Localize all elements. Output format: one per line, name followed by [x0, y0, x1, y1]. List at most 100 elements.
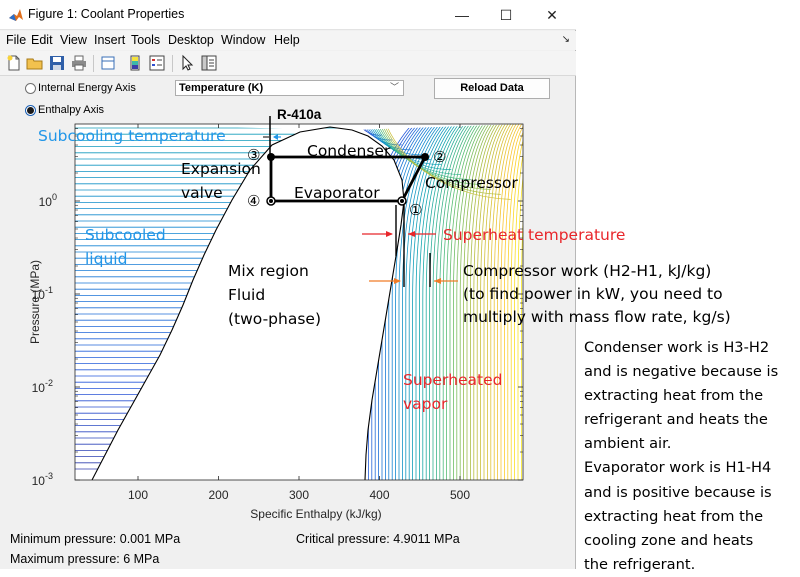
expansion-valve-label: valve: [181, 184, 223, 202]
side-note-line: Condenser work is H3-H2: [584, 339, 770, 356]
point-4-label: ④: [247, 192, 260, 210]
minimize-button[interactable]: —: [455, 7, 469, 23]
menu-tools[interactable]: Tools: [131, 33, 161, 47]
side-note-line: and is negative because is: [584, 363, 779, 381]
isotherm-line: [456, 124, 523, 480]
menu-bar: File Edit View Insert Tools Desktop Wind…: [0, 31, 576, 50]
property-inspector-icon[interactable]: [200, 54, 218, 72]
isotherm-line: [446, 124, 517, 480]
isotherm-line: [490, 124, 523, 480]
internal-energy-radio[interactable]: [25, 83, 36, 94]
isotherm-line: [412, 124, 491, 480]
isotherm-line: [463, 124, 523, 480]
new-figure-icon[interactable]: [5, 54, 23, 72]
subcooled-liquid-label: liquid: [85, 250, 127, 268]
maximize-button[interactable]: ☐: [499, 7, 513, 23]
internal-energy-label: Internal Energy Axis: [38, 82, 136, 94]
y-tick-label: 10-2: [32, 378, 53, 395]
plot-title: R-410a: [277, 107, 322, 122]
side-note-line: and is positive because is: [584, 483, 772, 501]
point-3-label: ③: [247, 146, 260, 164]
isotherm-line: [483, 124, 523, 480]
x-tick-label: 200: [208, 488, 228, 502]
isotherm-line: [510, 124, 523, 480]
superheated-vapor-label: Superheated: [403, 371, 502, 389]
x-axis: 100 200 300 400 500: [128, 124, 470, 502]
open-file-icon[interactable]: [26, 54, 44, 72]
side-note-line: extracting heat from the: [584, 387, 764, 405]
menu-file[interactable]: File: [6, 33, 27, 47]
isotherm-line: [415, 124, 493, 480]
colorbar-icon[interactable]: [126, 54, 144, 72]
print-preview-icon[interactable]: [99, 54, 117, 72]
mix-region-label: Mix region: [228, 262, 309, 280]
isotherm-line: [459, 124, 523, 480]
close-button[interactable]: ✕: [546, 7, 558, 23]
evaporator-label: Evaporator: [294, 184, 380, 202]
menu-help[interactable]: Help: [274, 33, 300, 47]
isotherm-line: [500, 124, 523, 480]
isotherm-line: [432, 124, 507, 480]
compressor-work-label: Compressor work (H2-H1, kJ/kg): [463, 262, 711, 280]
x-tick-label: 500: [450, 488, 470, 502]
window-title: Figure 1: Coolant Properties: [28, 7, 185, 21]
superheat-arrowhead: [386, 231, 393, 237]
enthalpy-radio[interactable]: [25, 105, 36, 116]
toolbar-separator: [93, 55, 94, 72]
x-tick-label: 400: [369, 488, 389, 502]
side-explanation: Condenser work is H3-H2 and is negative …: [584, 336, 798, 577]
isotherm-line: [385, 124, 511, 200]
matlab-icon: [9, 9, 23, 21]
menu-view[interactable]: View: [60, 33, 87, 47]
property-dropdown[interactable]: Temperature (K) ﹀: [175, 80, 404, 96]
isotherm-line: [514, 124, 523, 480]
condenser-label: Condenser: [307, 142, 391, 160]
property-dropdown-value: Temperature (K): [179, 82, 264, 94]
isotherm-line: [470, 124, 523, 480]
compressor-work-arrowhead: [394, 278, 401, 284]
superheated-vapor-label: vapor: [403, 395, 448, 413]
enthalpy-label: Enthalpy Axis: [38, 104, 105, 116]
pointer-icon[interactable]: [178, 54, 196, 72]
max-pressure-text: Maximum pressure: 6 MPa: [10, 552, 160, 566]
isotherm-line: [453, 124, 523, 480]
isotherm-line: [507, 124, 523, 480]
side-note-line: refrigerant and heats the: [584, 411, 768, 429]
critical-pressure-text: Critical pressure: 4.9011 MPa: [296, 532, 460, 546]
legend-icon[interactable]: [148, 54, 166, 72]
compressor-work-label: (to find power in kW, you need to: [463, 285, 723, 303]
menu-insert[interactable]: Insert: [94, 33, 126, 47]
refrigeration-cycle: [266, 153, 429, 206]
reload-data-button[interactable]: Reload Data: [434, 78, 550, 99]
subcooled-liquid-label: Subcooled: [85, 226, 166, 244]
dock-arrow-icon[interactable]: ↘: [561, 34, 570, 45]
menu-window[interactable]: Window: [221, 33, 266, 47]
menu-desktop[interactable]: Desktop: [168, 33, 214, 47]
isotherm-line: [422, 124, 499, 480]
side-note-line: extracting heat from the: [584, 507, 764, 525]
menu-edit[interactable]: Edit: [31, 33, 53, 47]
y-axis-label: Pressure (MPa): [28, 260, 42, 344]
isotherm-line: [517, 124, 523, 480]
compressor-work-label: multiply with mass flow rate, kg/s): [463, 308, 731, 326]
isotherm-line: [487, 124, 523, 480]
subcooling-arrowhead: [273, 134, 278, 140]
side-note-line: cooling zone and heats: [584, 531, 754, 549]
isotherm-line: [449, 124, 520, 480]
isotherm-line: [476, 124, 523, 480]
isotherm-line: [480, 124, 523, 480]
side-note-line: the refrigerant.: [584, 555, 696, 573]
save-icon[interactable]: [48, 54, 66, 72]
isotherm-line: [521, 124, 523, 480]
point-1-label: ①: [409, 201, 422, 219]
title-bar: Figure 1: Coolant Properties — ☐ ✕: [0, 0, 576, 30]
compressor-label: Compressor: [425, 174, 518, 192]
isotherm-line: [497, 124, 523, 480]
mix-region-label: Fluid: [228, 286, 265, 304]
superheat-temperature-label: Superheat temperature: [443, 226, 625, 244]
x-tick-label: 100: [128, 488, 148, 502]
print-icon[interactable]: [70, 54, 88, 72]
saturation-dome: [91, 126, 405, 480]
